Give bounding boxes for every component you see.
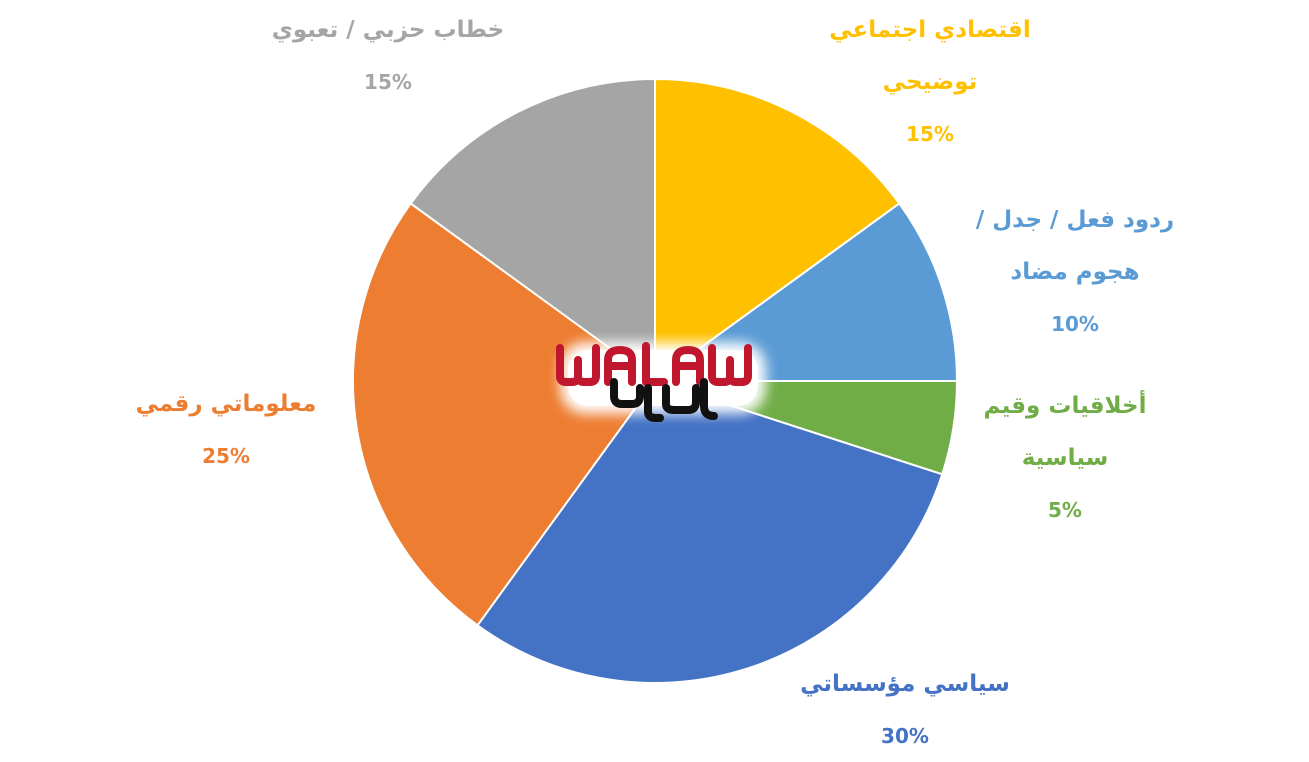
slice-label-value: 5%	[1048, 498, 1082, 522]
slice-label: ردود فعل / جدل / هجوم مضاد 10%	[976, 194, 1174, 350]
slice-label-name: سياسية	[1021, 445, 1109, 471]
slice-label-name: معلوماتي رقمي	[135, 391, 317, 417]
slice-label-value: 25%	[202, 444, 250, 468]
slice-label-name: ردود فعل / جدل /	[975, 207, 1175, 233]
slice-label-name: توضيحي	[882, 69, 978, 95]
slice-label-name: هجوم مضاد	[1010, 259, 1140, 285]
slice-label: خطاب حزبي / تعبوي 15%	[272, 4, 504, 108]
slice-label-name: أخلاقيات وقيم	[983, 393, 1147, 419]
slice-label-value: 15%	[364, 70, 412, 94]
pie-slice	[476, 379, 944, 684]
pie-slice	[654, 77, 901, 383]
slice-label-name: خطاب حزبي / تعبوي	[271, 17, 505, 43]
slice-label-value: 30%	[881, 724, 929, 748]
pie-slice	[352, 202, 657, 627]
slice-label-name: اقتصادي اجتماعي	[829, 17, 1031, 43]
slice-label-value: 15%	[906, 122, 954, 146]
walaw-logo	[548, 332, 778, 432]
pie-slice	[409, 77, 656, 383]
slice-label: معلوماتي رقمي 25%	[136, 378, 317, 482]
slice-label-name: سياسي مؤسساتي	[800, 671, 1010, 697]
pie-slice	[651, 202, 959, 382]
slice-label: سياسي مؤسساتي 30%	[800, 658, 1010, 762]
slice-label-value: 10%	[1051, 312, 1099, 336]
slice-label: أخلاقيات وقيم سياسية 5%	[984, 380, 1147, 536]
slice-label: اقتصادي اجتماعي توضيحي 15%	[829, 4, 1030, 160]
